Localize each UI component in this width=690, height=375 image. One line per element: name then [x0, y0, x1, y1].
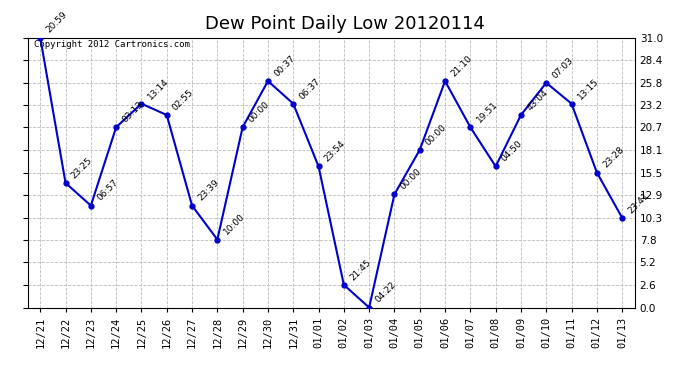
Text: 19:51: 19:51 — [475, 100, 499, 124]
Text: 23:25: 23:25 — [70, 156, 95, 180]
Text: 10:00: 10:00 — [221, 212, 246, 237]
Text: 04:50: 04:50 — [500, 139, 524, 164]
Text: 23:39: 23:39 — [196, 178, 221, 203]
Text: 00:00: 00:00 — [399, 167, 423, 192]
Text: 23:54: 23:54 — [323, 139, 347, 164]
Text: 07:03: 07:03 — [551, 56, 575, 80]
Text: 00:37: 00:37 — [272, 54, 297, 78]
Text: 21:45: 21:45 — [348, 258, 373, 282]
Text: 13:15: 13:15 — [575, 76, 600, 101]
Text: 23:28: 23:28 — [601, 145, 626, 170]
Text: 00:00: 00:00 — [424, 122, 448, 147]
Text: Copyright 2012 Cartronics.com: Copyright 2012 Cartronics.com — [34, 40, 190, 49]
Text: 03:13: 03:13 — [120, 100, 145, 124]
Text: 04:22: 04:22 — [373, 280, 397, 305]
Text: Dew Point Daily Low 20120114: Dew Point Daily Low 20120114 — [205, 15, 485, 33]
Text: 06:57: 06:57 — [95, 178, 119, 203]
Text: 02:55: 02:55 — [171, 88, 195, 112]
Text: 23:41: 23:41 — [627, 190, 651, 215]
Text: 20:59: 20:59 — [44, 10, 69, 35]
Text: 00:00: 00:00 — [247, 100, 271, 124]
Text: 21:10: 21:10 — [449, 54, 474, 78]
Text: 06:37: 06:37 — [297, 76, 322, 101]
Text: 43:04: 43:04 — [525, 88, 550, 112]
Text: 13:14: 13:14 — [146, 76, 170, 101]
